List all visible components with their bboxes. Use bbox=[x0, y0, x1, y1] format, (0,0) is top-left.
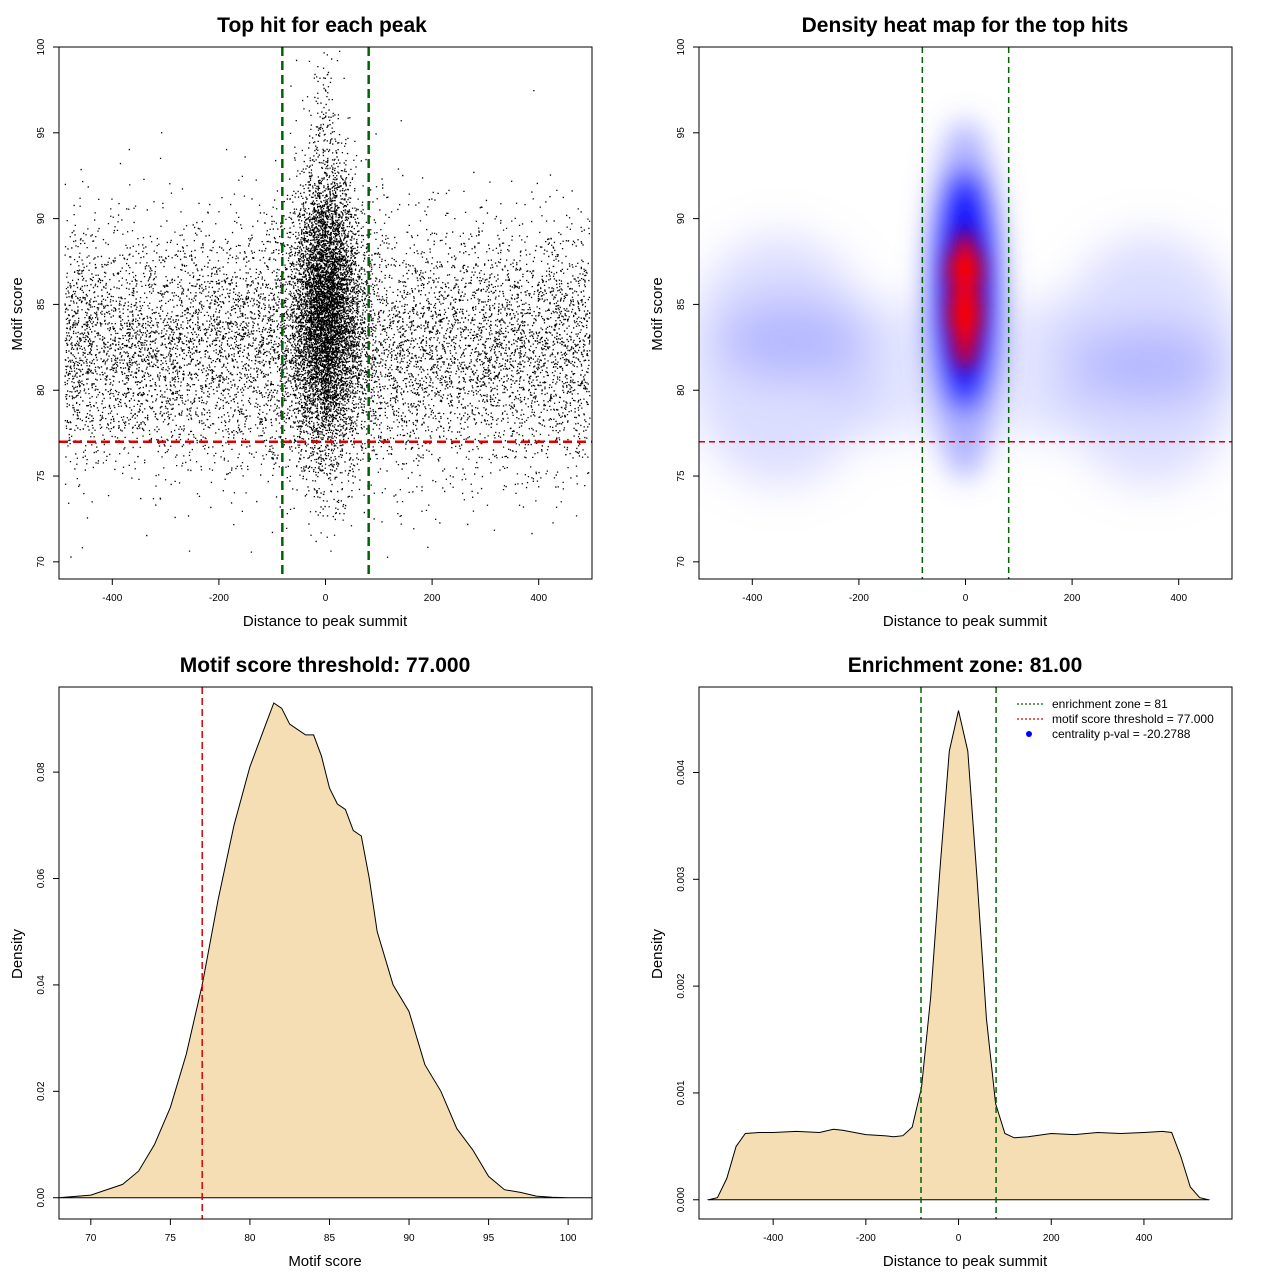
panel-enrichment: Enrichment zone: 81.00 -400 -200 0 200 400 0… bbox=[649, 654, 1233, 1270]
enrichment-legend: enrichment zone = 81 motif score thresho… bbox=[1017, 697, 1214, 741]
score-y-axis: 0.00 0.02 0.04 0.06 0.08 bbox=[36, 762, 60, 1208]
score-x-tick-label: 80 bbox=[244, 1233, 256, 1244]
enrichment-y-label: Density bbox=[649, 928, 666, 979]
heatmap-y-label: Motif score bbox=[649, 277, 666, 350]
scatter-x-tick-label: -200 bbox=[209, 593, 229, 604]
heatmap-y-tick-label: 75 bbox=[676, 470, 687, 482]
score-x-tick-label: 70 bbox=[85, 1233, 97, 1244]
score-x-tick-label: 100 bbox=[560, 1233, 577, 1244]
score-x-tick-label: 90 bbox=[403, 1233, 415, 1244]
scatter-y-axis: 70 75 80 85 90 95 100 bbox=[36, 38, 60, 568]
scatter-title: Top hit for each peak bbox=[217, 14, 427, 37]
score-y-tick-label: 0.08 bbox=[36, 762, 47, 782]
enrichment-y-tick-label: 0.002 bbox=[676, 973, 687, 998]
heatmap-y-tick-label: 90 bbox=[676, 213, 687, 225]
enrichment-y-tick-label: 0.000 bbox=[676, 1187, 687, 1212]
scatter-y-tick-label: 70 bbox=[36, 556, 47, 568]
legend-enrichment-zone-label: enrichment zone = 81 bbox=[1052, 697, 1168, 711]
heatmap-x-axis: -400 -200 0 200 400 bbox=[742, 578, 1187, 604]
scatter-x-tick-label: -400 bbox=[102, 593, 122, 604]
scatter-x-tick-label: 200 bbox=[424, 593, 441, 604]
score-density-area bbox=[58, 702, 593, 1199]
enrichment-x-tick-label: -200 bbox=[856, 1233, 876, 1244]
score-y-tick-label: 0.00 bbox=[36, 1188, 47, 1208]
score-x-tick-label: 85 bbox=[324, 1233, 336, 1244]
scatter-threshold-lines bbox=[59, 47, 592, 579]
heatmap-y-tick-label: 100 bbox=[676, 38, 687, 55]
heatmap-x-label: Distance to peak summit bbox=[883, 613, 1048, 630]
scatter-x-tick-label: 0 bbox=[323, 593, 329, 604]
enrichment-y-tick-label: 0.003 bbox=[676, 866, 687, 891]
heatmap-core-red bbox=[947, 230, 983, 370]
legend-pval-label: centrality p-val = -20.2788 bbox=[1052, 727, 1191, 741]
enrichment-x-label: Distance to peak summit bbox=[883, 1253, 1048, 1270]
heatmap-y-tick-label: 95 bbox=[676, 127, 687, 139]
heatmap-title: Density heat map for the top hits bbox=[802, 14, 1129, 37]
scatter-x-label: Distance to peak summit bbox=[243, 613, 408, 630]
heatmap-y-tick-label: 70 bbox=[676, 556, 687, 568]
score-density-title: Motif score threshold: 77.000 bbox=[180, 654, 471, 677]
scatter-y-tick-label: 95 bbox=[36, 127, 47, 139]
scatter-points bbox=[64, 50, 591, 558]
heatmap-wing-layer bbox=[699, 235, 1232, 485]
enrichment-y-axis: 0.000 0.001 0.002 0.003 0.004 bbox=[676, 760, 700, 1212]
scatter-y-tick-label: 75 bbox=[36, 470, 47, 482]
score-y-tick-label: 0.06 bbox=[36, 868, 47, 888]
scatter-point-cloud bbox=[64, 50, 591, 558]
enrichment-zone-lines bbox=[920, 687, 997, 1219]
heatmap-y-tick-label: 85 bbox=[676, 298, 687, 310]
enrichment-y-tick-label: 0.001 bbox=[676, 1080, 687, 1105]
scatter-y-tick-label: 85 bbox=[36, 298, 47, 310]
heatmap-x-tick-label: 400 bbox=[1170, 593, 1187, 604]
score-y-tick-label: 0.04 bbox=[36, 975, 47, 995]
scatter-y-tick-label: 80 bbox=[36, 384, 47, 396]
heatmap-y-tick-label: 80 bbox=[676, 384, 687, 396]
heatmap-x-tick-label: 0 bbox=[963, 593, 969, 604]
score-y-tick-label: 0.02 bbox=[36, 1081, 47, 1101]
enrichment-x-axis: -400 -200 0 200 400 bbox=[763, 1218, 1153, 1244]
enrichment-x-tick-label: 400 bbox=[1136, 1233, 1153, 1244]
heatmap-threshold-lines bbox=[699, 47, 1232, 579]
panel-scatter: Top hit for each peak -400 -200 0 200 400 70… bbox=[9, 14, 593, 630]
panel-score-density: Motif score threshold: 77.000 70 75 80 85 90… bbox=[9, 654, 593, 1270]
heatmap-density bbox=[699, 47, 1232, 579]
legend-threshold-label: motif score threshold = 77.000 bbox=[1052, 712, 1214, 726]
scatter-y-tick-label: 90 bbox=[36, 213, 47, 225]
enrichment-y-tick-label: 0.004 bbox=[676, 760, 687, 785]
enrichment-x-tick-label: 200 bbox=[1043, 1233, 1060, 1244]
heatmap-x-tick-label: -400 bbox=[742, 593, 762, 604]
heatmap-y-axis: 70 75 80 85 90 95 100 bbox=[676, 38, 700, 568]
scatter-y-label: Motif score bbox=[9, 277, 26, 350]
score-y-label: Density bbox=[9, 928, 26, 979]
scatter-x-tick-label: 400 bbox=[530, 593, 547, 604]
enrichment-x-tick-label: 0 bbox=[956, 1233, 962, 1244]
enrichment-x-tick-label: -400 bbox=[763, 1233, 783, 1244]
score-x-label: Motif score bbox=[288, 1253, 361, 1270]
enrichment-density-area bbox=[707, 710, 1211, 1201]
scatter-x-axis: -400 -200 0 200 400 bbox=[102, 578, 547, 604]
score-x-tick-label: 75 bbox=[165, 1233, 177, 1244]
panel-heatmap: Density heat map for the top hits bbox=[649, 14, 1233, 630]
score-x-tick-label: 95 bbox=[483, 1233, 495, 1244]
score-x-axis: 70 75 80 85 90 95 100 bbox=[85, 1218, 577, 1244]
heatmap-x-tick-label: -200 bbox=[849, 593, 869, 604]
heatmap-x-tick-label: 200 bbox=[1064, 593, 1081, 604]
scatter-y-tick-label: 100 bbox=[36, 38, 47, 55]
enrichment-title: Enrichment zone: 81.00 bbox=[848, 654, 1083, 677]
legend-pval-point bbox=[1026, 731, 1032, 737]
